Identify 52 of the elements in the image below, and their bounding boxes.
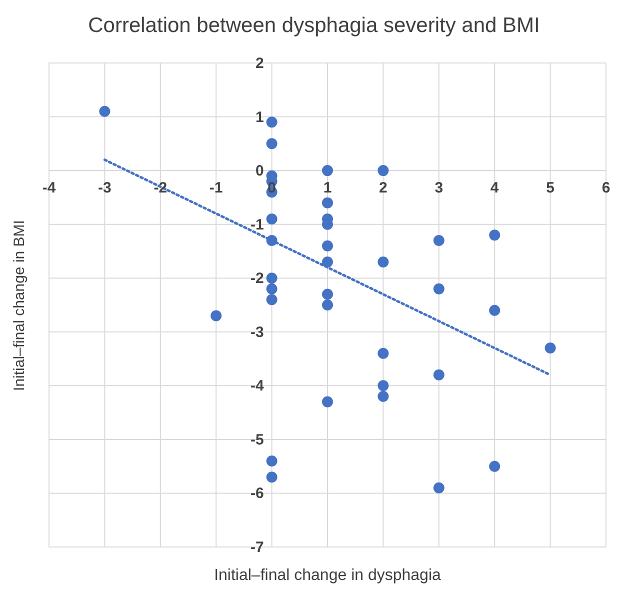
y-tick-label: -5 bbox=[250, 431, 264, 448]
point bbox=[210, 310, 222, 322]
x-tick-label: 6 bbox=[602, 180, 610, 197]
y-tick-label: -6 bbox=[250, 485, 264, 502]
y-tick-label: 0 bbox=[255, 162, 264, 180]
y-tick-label: -7 bbox=[250, 539, 264, 556]
x-tick-label: -4 bbox=[42, 180, 56, 197]
point bbox=[378, 390, 389, 402]
y-tick-label: -1 bbox=[250, 216, 264, 234]
y-tick-label: -3 bbox=[250, 324, 264, 341]
x-tick-label: 5 bbox=[546, 180, 554, 197]
point bbox=[266, 272, 278, 284]
x-tick-label: 4 bbox=[490, 180, 500, 197]
point bbox=[378, 348, 389, 359]
x-tick-label: 3 bbox=[434, 180, 444, 197]
y-tick-label: -2 bbox=[250, 270, 264, 288]
point bbox=[99, 106, 110, 117]
point bbox=[544, 342, 556, 354]
point bbox=[266, 283, 278, 294]
point bbox=[322, 300, 333, 310]
point bbox=[266, 455, 278, 466]
x-tick-label: 1 bbox=[323, 180, 332, 197]
point bbox=[378, 380, 389, 392]
point bbox=[322, 288, 333, 300]
point bbox=[489, 230, 500, 241]
point bbox=[322, 240, 333, 252]
point bbox=[322, 256, 333, 268]
x-tick-label: -1 bbox=[209, 180, 223, 197]
x-axis-title: Initial–final change in dysphagia bbox=[213, 567, 442, 585]
y-tick-label: -4 bbox=[250, 378, 264, 395]
chart-title: Correlation between dysphagia severity and BMI bbox=[87, 14, 541, 38]
point bbox=[378, 165, 389, 176]
point bbox=[433, 482, 444, 494]
point bbox=[322, 197, 333, 208]
point bbox=[266, 116, 278, 128]
x-tick-label: 2 bbox=[379, 180, 388, 197]
y-tick-label: 1 bbox=[255, 108, 264, 126]
y-axis-title: Initial–final change in BMI bbox=[10, 220, 28, 390]
point bbox=[378, 256, 389, 268]
point bbox=[266, 294, 278, 306]
point bbox=[489, 304, 500, 316]
point bbox=[433, 369, 444, 380]
x-tick-label: -3 bbox=[98, 180, 112, 197]
point bbox=[266, 138, 278, 150]
y-tick-label: 2 bbox=[255, 55, 264, 72]
point bbox=[433, 283, 444, 294]
point bbox=[433, 234, 444, 246]
point bbox=[266, 213, 278, 224]
point bbox=[322, 165, 333, 176]
point bbox=[322, 396, 333, 408]
point bbox=[489, 460, 500, 472]
point bbox=[266, 472, 278, 483]
